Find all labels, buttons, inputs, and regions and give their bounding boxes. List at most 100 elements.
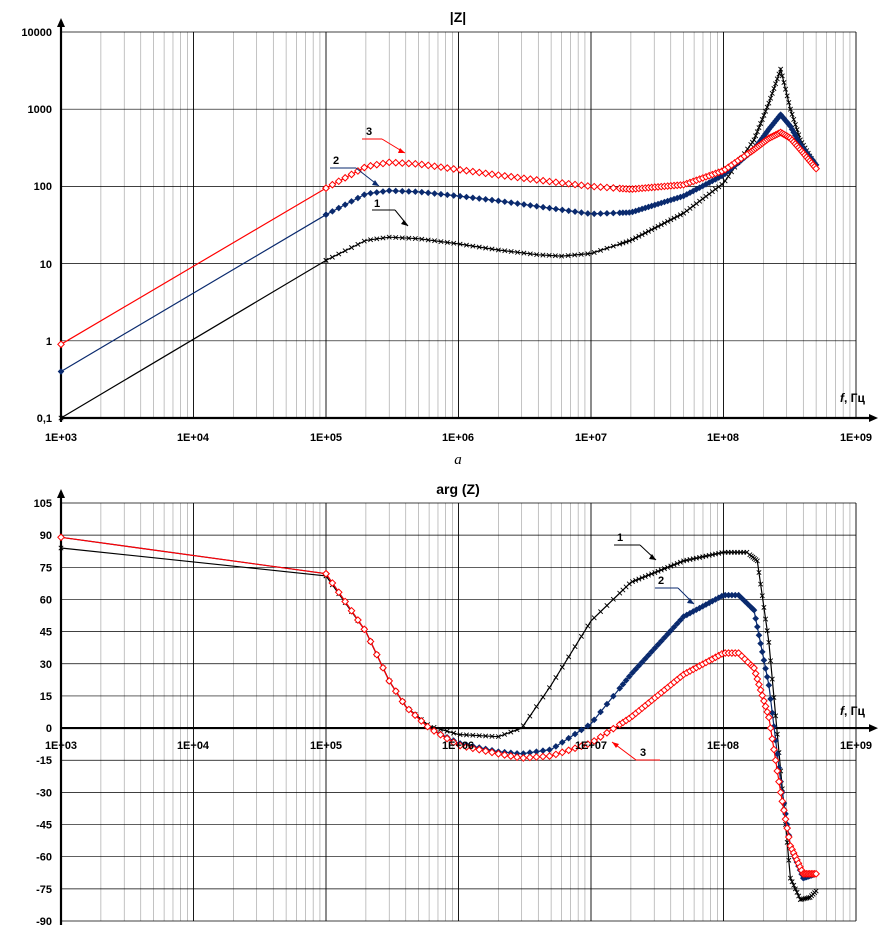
data-point [508,249,514,255]
data-point [334,177,343,186]
curve-label-3: 3 [366,126,372,138]
data-point [500,172,509,180]
data-point [456,741,465,750]
data-point [793,135,801,142]
y-tick-label: -60 [36,852,52,864]
data-point [558,739,566,746]
data-point [758,581,764,587]
data-point [761,604,767,610]
data-point [322,569,330,578]
y-tick-label: 90 [40,530,52,542]
data-point [590,182,599,191]
data-point [731,591,739,599]
data-point [405,188,413,195]
data-point [469,194,477,202]
data-point [749,139,755,145]
data-point [398,187,406,195]
data-point [645,572,651,578]
data-point [545,177,554,186]
data-point [768,709,776,717]
data-point [629,237,636,243]
data-point [571,208,579,215]
data-point [674,213,680,219]
data-point [513,173,522,182]
data-point [603,183,611,192]
y-tick-label: 60 [40,594,52,606]
data-point [515,249,521,255]
data-point [760,656,768,664]
data-point [763,673,771,681]
data-point [657,199,665,207]
data-point [360,163,369,172]
data-point [639,232,645,238]
data-point [456,192,464,200]
data-point [661,220,667,226]
data-point [610,596,616,602]
data-point [635,662,643,670]
data-point [526,749,534,756]
curve-label-1: 1 [374,198,380,210]
data-point [648,648,655,655]
data-point [766,100,772,106]
data-point [616,209,624,217]
data-point [392,187,400,195]
data-point [787,123,794,130]
data-point [763,616,769,622]
data-point [661,198,668,206]
data-point [462,743,471,751]
data-point [565,734,572,742]
y-tick-label: 1 [46,336,52,348]
data-point [658,222,664,228]
data-point [721,591,729,599]
data-point [763,108,769,114]
data-point [700,196,706,202]
data-point [766,724,775,732]
data-point [792,122,798,128]
data-point [347,170,356,179]
data-point [412,236,418,242]
data-point [709,189,715,195]
data-point [367,189,374,197]
data-point [755,680,763,689]
data-point [668,217,674,223]
data-point [693,201,699,207]
data-point [585,251,591,257]
data-point [322,184,330,193]
phase-callout-2: 2 [655,575,695,605]
data-point [610,243,616,249]
data-point [583,182,592,190]
data-point [572,644,578,650]
data-point [754,129,760,135]
data-point [501,198,509,206]
data-point [58,415,64,421]
data-point [598,247,604,253]
data-point [335,204,343,212]
data-point [527,251,533,257]
data-point [475,195,483,202]
data-point [341,597,350,606]
data-point [645,228,651,234]
x-axis-arrow [869,414,878,422]
x-tick-label: 1E+08 [707,432,739,444]
data-point [766,639,772,645]
data-point [671,215,677,221]
data-point [591,249,597,256]
data-point [715,174,723,181]
data-point [677,616,684,624]
data-point [771,756,780,765]
data-point [764,713,773,722]
data-point [645,203,652,211]
data-point [443,164,452,172]
data-point [661,634,668,641]
data-point [521,250,527,256]
data-point [457,732,463,738]
data-point [564,179,573,188]
phase-grid [60,502,857,922]
data-point [437,190,445,198]
data-point [585,623,591,629]
data-point [430,727,438,735]
data-point [771,86,777,92]
data-point [760,697,768,705]
data-point [772,117,779,125]
data-point [546,252,552,258]
